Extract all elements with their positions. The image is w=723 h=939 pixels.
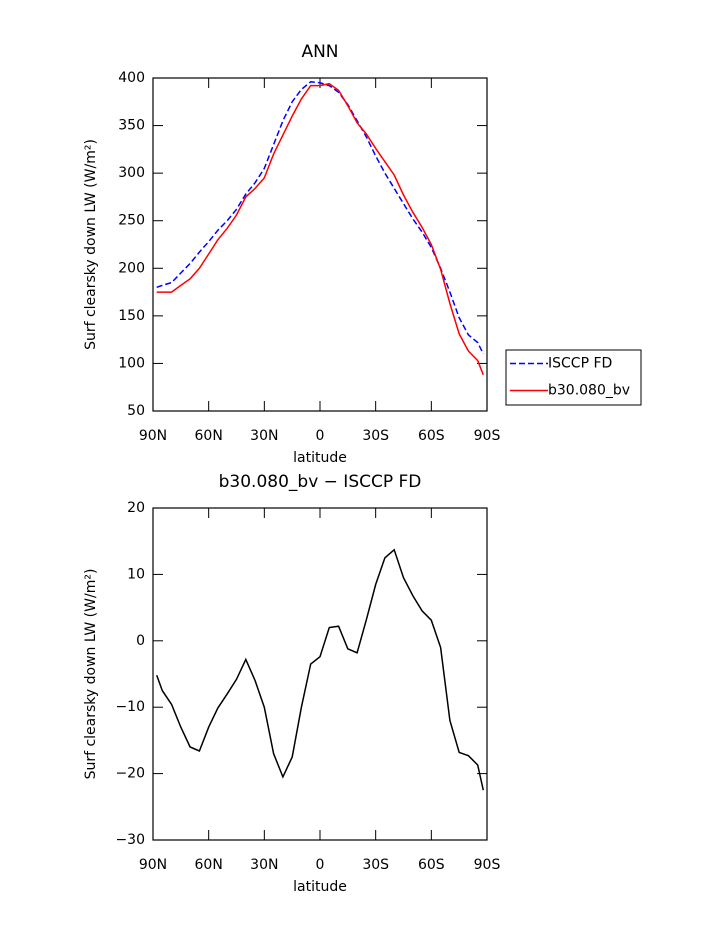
- y-axis-label: Surf clearsky down LW (W/m²): [83, 569, 99, 780]
- legend-box: [505, 349, 642, 406]
- y-tick-label: −10: [115, 699, 145, 715]
- x-tick-label: 0: [316, 857, 325, 873]
- y-tick-label: 10: [127, 566, 145, 582]
- x-tick-label: 30N: [250, 857, 278, 873]
- x-tick-label: 30S: [362, 857, 389, 873]
- legend-label: ISCCP FD: [548, 356, 612, 372]
- data-line: [155, 548, 485, 791]
- legend-label: b30.080_bv: [548, 383, 630, 399]
- y-tick-label: 200: [118, 260, 145, 276]
- x-tick-label: 90S: [474, 428, 501, 444]
- y-tick-label: 20: [127, 500, 145, 516]
- y-tick-label: 350: [118, 118, 145, 134]
- plot-frame: [152, 507, 488, 841]
- y-tick-label: 0: [136, 633, 145, 649]
- chart-title: ANN: [301, 42, 338, 62]
- x-tick-label: 90N: [139, 428, 167, 444]
- y-tick-label: −20: [115, 766, 145, 782]
- y-tick-label: 250: [118, 213, 145, 229]
- x-tick-label: 30S: [362, 428, 389, 444]
- x-tick-label: 60S: [418, 428, 445, 444]
- y-tick-label: 150: [118, 308, 145, 324]
- y-axis-label: Surf clearsky down LW (W/m²): [83, 139, 99, 350]
- plot-frame: [152, 77, 488, 412]
- x-tick-label: 90N: [139, 857, 167, 873]
- data-line: [156, 82, 484, 376]
- y-tick-label: 400: [118, 70, 145, 86]
- y-tick-label: 300: [118, 165, 145, 181]
- x-tick-label: 30N: [250, 428, 278, 444]
- chart-title: b30.080_bv − ISCCP FD: [219, 472, 422, 492]
- x-tick-label: 60N: [195, 428, 223, 444]
- x-tick-label: 90S: [474, 857, 501, 873]
- x-tick-label: 60S: [418, 857, 445, 873]
- y-tick-label: −30: [115, 832, 145, 848]
- y-tick-label: 100: [118, 355, 145, 371]
- data-line: [156, 81, 484, 355]
- x-tick-label: 0: [316, 428, 325, 444]
- x-tick-label: 60N: [195, 857, 223, 873]
- x-axis-label: latitude: [293, 450, 347, 466]
- y-tick-label: 50: [127, 403, 145, 419]
- x-axis-label: latitude: [293, 879, 347, 895]
